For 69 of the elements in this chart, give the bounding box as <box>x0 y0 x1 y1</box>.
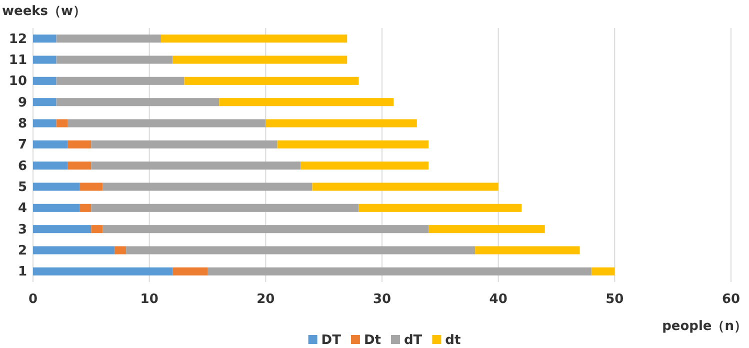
bar <box>91 162 301 170</box>
bar <box>33 225 92 234</box>
bar <box>68 119 266 128</box>
bar <box>80 182 103 191</box>
bar <box>172 267 208 276</box>
x-tick-label: 50 <box>606 292 624 308</box>
bar <box>475 246 580 254</box>
bar <box>208 267 592 276</box>
bar <box>56 98 220 106</box>
y-tick-label: 10 <box>8 74 27 90</box>
bar <box>591 267 615 276</box>
bar <box>33 267 173 276</box>
bar <box>33 98 56 106</box>
bar <box>33 140 68 148</box>
bar <box>91 140 278 148</box>
x-axis-title: people（n） <box>662 319 747 334</box>
bar <box>56 56 173 64</box>
bar <box>33 246 114 254</box>
y-tick-label: 11 <box>8 52 27 68</box>
legend-label: dT <box>404 333 422 348</box>
legend-label: dt <box>445 333 461 348</box>
y-tick-label: 2 <box>18 243 27 258</box>
legend-label: DT <box>321 333 342 348</box>
y-tick-label: 6 <box>18 158 27 174</box>
bar <box>160 34 348 43</box>
bar <box>33 182 80 191</box>
legend-label: Dt <box>364 333 381 348</box>
bar <box>102 182 312 191</box>
bar <box>68 162 92 170</box>
bar <box>172 56 348 64</box>
bar <box>358 204 522 212</box>
bar <box>56 76 184 85</box>
bar <box>33 34 56 43</box>
x-tick-label: 40 <box>489 292 508 308</box>
bar <box>277 140 429 148</box>
bar <box>266 119 417 128</box>
bar <box>33 76 56 85</box>
bar <box>33 56 56 64</box>
bar <box>33 119 56 128</box>
bar <box>428 225 545 234</box>
bar <box>312 182 498 191</box>
bar <box>56 119 68 128</box>
y-axis-title: weeks（w） <box>2 4 86 19</box>
y-tick-label: 12 <box>8 32 27 47</box>
bar <box>114 246 126 254</box>
x-tick-label: 30 <box>372 292 392 308</box>
bar <box>91 204 359 212</box>
bar <box>80 204 92 212</box>
y-tick-label: 8 <box>18 116 27 132</box>
y-tick-label: 5 <box>18 180 27 195</box>
bar <box>91 225 103 234</box>
x-tick-label: 20 <box>256 292 275 308</box>
bar <box>300 162 429 170</box>
bar <box>33 162 68 170</box>
y-tick-label: 1 <box>18 264 27 280</box>
y-tick-label: 7 <box>18 138 27 153</box>
x-tick-label: 10 <box>140 292 158 308</box>
bar <box>56 34 161 43</box>
bar <box>126 246 476 254</box>
bar <box>33 204 80 212</box>
y-tick-label: 4 <box>18 201 27 216</box>
bar <box>102 225 429 234</box>
x-tick-label: 60 <box>722 292 740 308</box>
y-tick-label: 3 <box>18 222 27 238</box>
y-tick-label: 9 <box>18 95 27 110</box>
bar <box>68 140 92 148</box>
x-tick-label: 0 <box>28 292 38 308</box>
bar <box>219 98 394 106</box>
bar <box>184 76 359 85</box>
